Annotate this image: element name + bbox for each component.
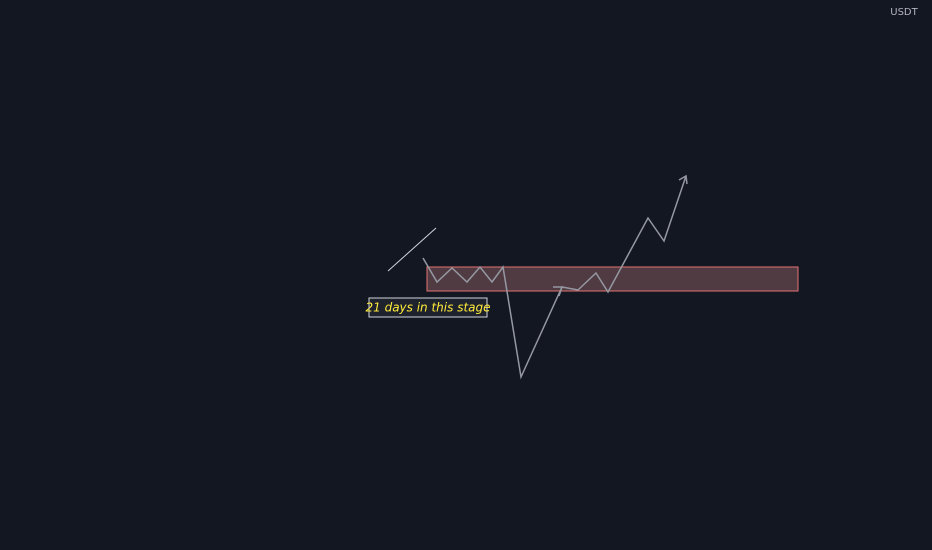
- currency: USDT: [890, 7, 918, 18]
- price-axis: [880, 0, 932, 550]
- arrow-head: [553, 286, 564, 297]
- projection-path: [422, 175, 687, 380]
- annotation-box: [368, 297, 488, 318]
- annotation: 21 days in this stage: [366, 301, 491, 315]
- arrow-head: [678, 174, 688, 185]
- trend-line: [387, 227, 437, 272]
